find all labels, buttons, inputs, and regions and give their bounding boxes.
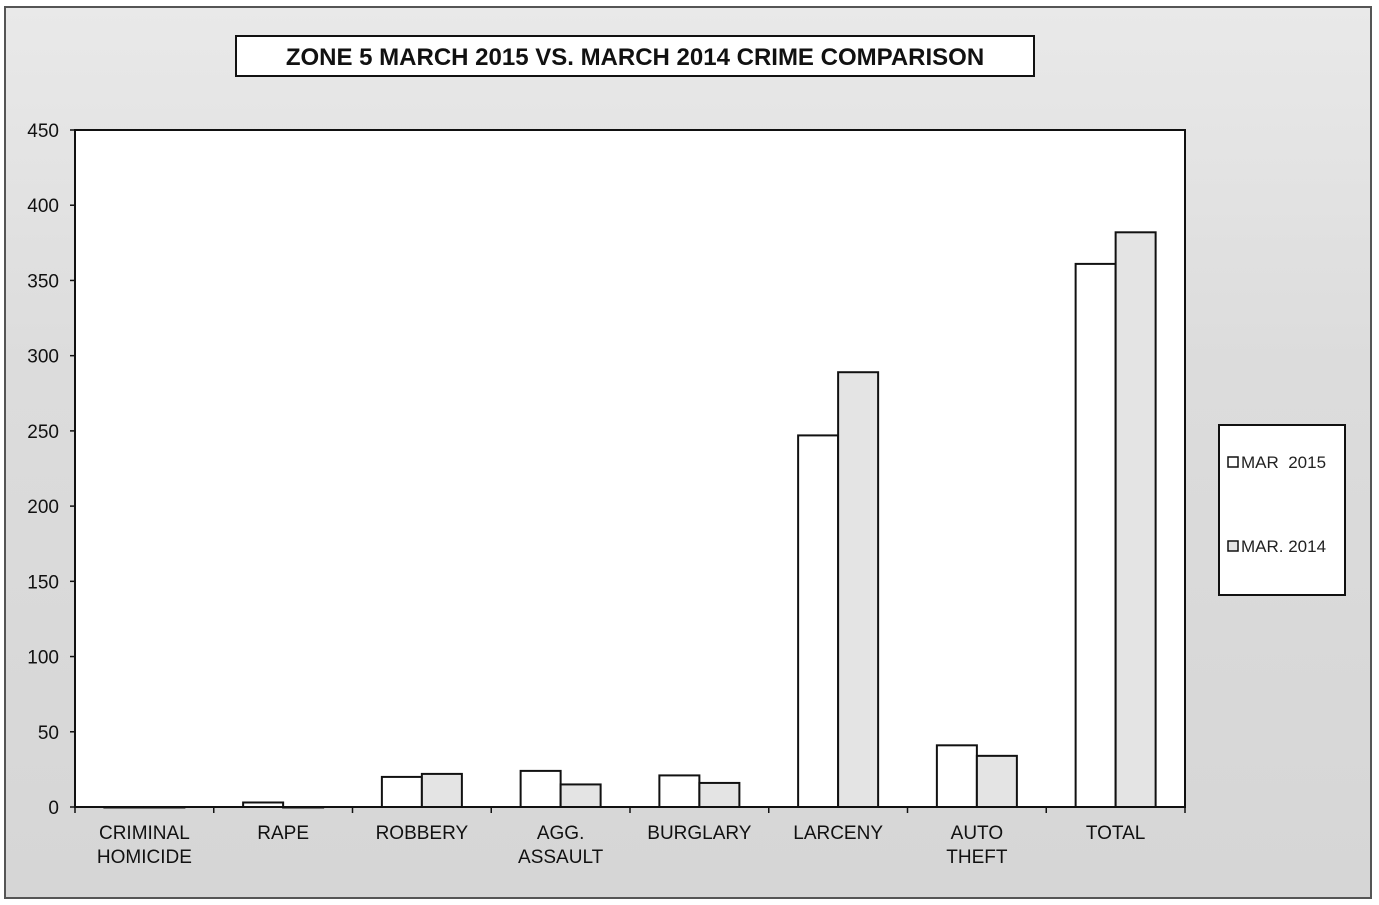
category-label-line: AUTO xyxy=(951,823,1003,844)
bar-mar-2014 xyxy=(559,783,602,809)
category-label: ROBBERY xyxy=(376,823,469,844)
plot-area xyxy=(74,129,1186,808)
bar-mar-2015 xyxy=(519,769,562,808)
y-tick-label: 150 xyxy=(27,572,59,593)
bar-mar-2014 xyxy=(698,781,741,809)
x-axis: CRIMINAL HOMICIDE RAPE ROBBERY AGG. ASSAULT BU… xyxy=(74,807,1186,868)
bar-mar-2014 xyxy=(975,754,1018,808)
y-tick-label: 0 xyxy=(48,798,59,819)
bar-mar-2014 xyxy=(143,806,186,809)
category-label: AUTO THEFT xyxy=(946,823,1008,868)
y-tick-label: 350 xyxy=(27,271,59,292)
chart-title: ZONE 5 MARCH 2015 VS. MARCH 2014 CRIME C… xyxy=(286,44,984,71)
bar-mar-2014 xyxy=(837,371,880,808)
bar-mar-2015 xyxy=(242,801,285,809)
bar-mar-2014 xyxy=(282,806,325,809)
category-label-line: HOMICIDE xyxy=(97,847,192,868)
y-tick-label: 250 xyxy=(27,422,59,443)
legend-swatch xyxy=(1227,540,1239,552)
category-label: AGG. ASSAULT xyxy=(518,823,604,868)
category-label-line: THEFT xyxy=(946,847,1008,868)
category-label: TOTAL xyxy=(1086,823,1145,844)
category-label-line: RAPE xyxy=(257,823,309,844)
bar-mar-2015 xyxy=(935,744,978,808)
bar-mar-2015 xyxy=(103,806,146,809)
category-label-line: CRIMINAL xyxy=(99,823,190,844)
y-tick-label: 450 xyxy=(27,121,59,142)
y-tick-label: 300 xyxy=(27,347,59,368)
category-label: LARCENY xyxy=(793,823,883,844)
bar-mar-2015 xyxy=(797,434,840,808)
bar-mar-2014 xyxy=(1114,231,1157,808)
category-label: RAPE xyxy=(257,823,309,844)
bars xyxy=(103,231,1157,809)
category-label-line: AGG. xyxy=(537,823,585,844)
category-label: BURGLARY xyxy=(647,823,752,844)
bar-mar-2015 xyxy=(658,774,701,809)
bar-mar-2015 xyxy=(1074,262,1117,808)
category-label-line: TOTAL xyxy=(1086,823,1145,844)
y-tick-label: 50 xyxy=(38,723,59,744)
bar-mar-2014 xyxy=(420,772,463,808)
chart-title-box: ZONE 5 MARCH 2015 VS. MARCH 2014 CRIME C… xyxy=(235,35,1035,77)
legend: MAR 2015 MAR. 2014 xyxy=(1218,424,1346,596)
y-axis: 0 50 100 150 200 250 300 350 400 450 xyxy=(27,121,75,819)
category-label-line: ROBBERY xyxy=(376,823,469,844)
bar-mar-2015 xyxy=(380,775,423,809)
category-label-line: ASSAULT xyxy=(518,847,604,868)
category-label-line: LARCENY xyxy=(793,823,883,844)
y-tick-label: 200 xyxy=(27,497,59,518)
category-label-line: BURGLARY xyxy=(647,823,752,844)
category-label: CRIMINAL HOMICIDE xyxy=(97,823,192,868)
legend-swatch xyxy=(1227,456,1239,468)
y-tick-label: 100 xyxy=(27,648,59,669)
legend-label: MAR. 2014 xyxy=(1241,537,1326,556)
y-tick-label: 400 xyxy=(27,196,59,217)
legend-label: MAR 2015 xyxy=(1241,453,1326,472)
